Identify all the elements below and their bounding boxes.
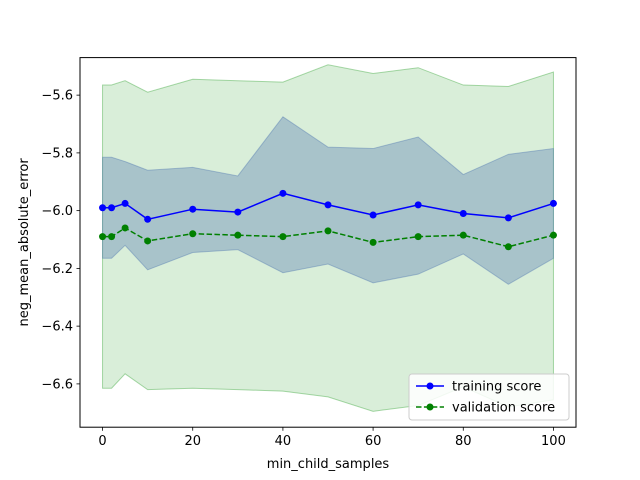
x-tick-label: 20 [184, 434, 201, 449]
y-axis-ticks: −6.6 −6.4 −6.2 −6.0 −5.8 −5.6 [41, 89, 80, 392]
y-axis-label: neg_mean_absolute_error [17, 158, 32, 327]
training-score-point [144, 215, 152, 223]
training-score-point [189, 205, 197, 213]
validation-score-point [504, 243, 512, 251]
training-score-band [102, 116, 554, 285]
training-score-point [99, 204, 107, 212]
validation-score-point [459, 231, 467, 239]
x-axis-ticks: 0 20 40 60 80 100 [98, 427, 566, 449]
plot-frame [79, 57, 577, 428]
validation-score-point [99, 233, 107, 241]
y-tick-label: −6.6 [41, 377, 73, 392]
validation-score-point [414, 233, 422, 241]
x-tick-label: 100 [541, 434, 566, 449]
validation-score-point [121, 224, 129, 232]
validation-score-point [189, 230, 197, 238]
y-tick-label: −6.0 [41, 204, 73, 219]
score-bands [102, 64, 554, 412]
legend-validation-label: validation score [452, 401, 555, 416]
x-tick-label: 40 [275, 434, 292, 449]
validation-score-point [324, 227, 332, 235]
training-score-point [279, 189, 287, 197]
validation-score-point [234, 231, 242, 239]
x-tick-label: 80 [455, 434, 472, 449]
validation-score-point [549, 231, 557, 239]
y-tick-label: −6.4 [41, 320, 73, 335]
training-score-point [504, 214, 512, 222]
y-tick-label: −5.6 [41, 89, 73, 104]
x-tick-label: 0 [98, 434, 106, 449]
legend: training score validation score [408, 373, 570, 421]
validation-score-point [108, 233, 116, 241]
x-tick-label: 60 [365, 434, 382, 449]
training-score-point [549, 199, 557, 207]
training-score-point [459, 210, 467, 218]
validation-score-point [144, 237, 152, 245]
y-tick-label: −5.8 [41, 146, 73, 161]
training-score-point [121, 199, 129, 207]
x-axis-label: min_child_samples [267, 457, 390, 472]
score-markers [99, 189, 557, 251]
validation-score-point [369, 238, 377, 246]
legend-validation-marker [426, 403, 434, 411]
y-tick-label: −6.2 [41, 262, 73, 277]
training-score-point [324, 201, 332, 209]
legend-training-label: training score [452, 380, 541, 395]
training-score-point [369, 211, 377, 219]
legend-training-marker [426, 382, 434, 390]
training-score-point [108, 204, 116, 212]
training-score-point [414, 201, 422, 209]
legend-box [408, 373, 570, 421]
validation-score-point [279, 233, 287, 241]
training-score-point [234, 208, 242, 216]
